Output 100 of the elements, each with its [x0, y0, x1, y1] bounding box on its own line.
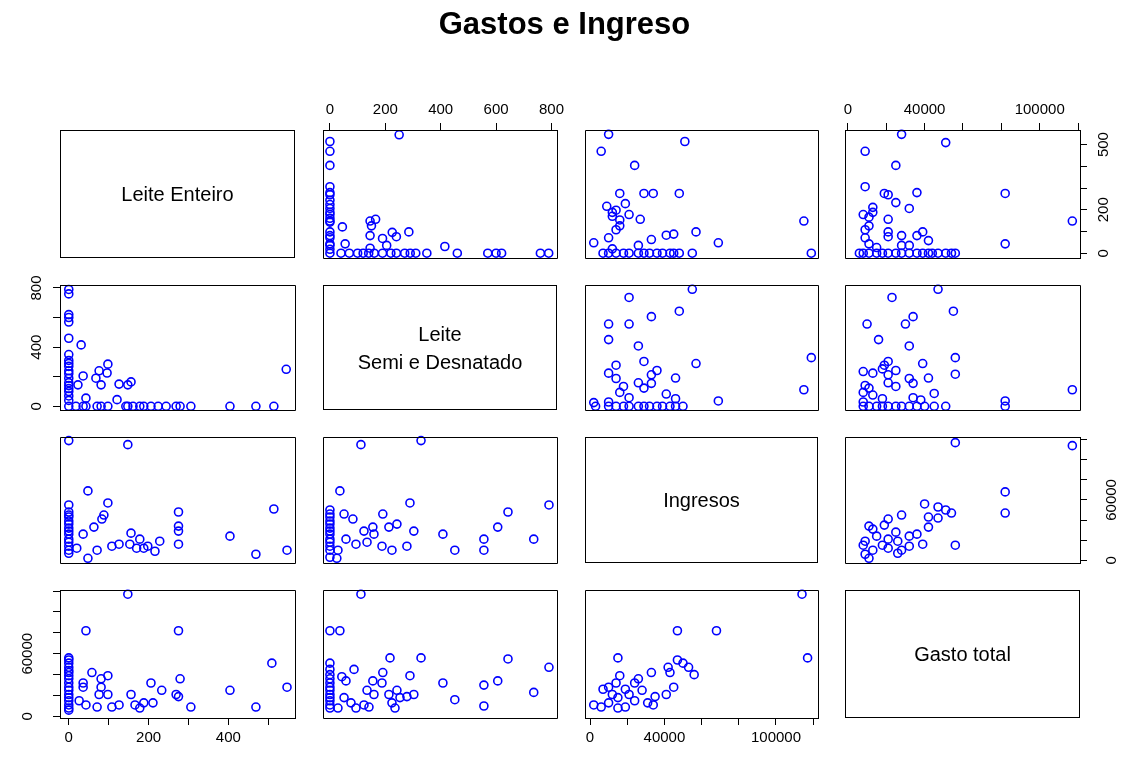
point: [896, 240, 907, 251]
y-tick-label: 500: [1093, 132, 1111, 158]
point: [1067, 216, 1078, 226]
point: [650, 691, 660, 702]
point: [883, 377, 893, 388]
point: [904, 373, 915, 384]
point: [691, 358, 701, 369]
point: [358, 248, 368, 259]
point: [661, 689, 672, 700]
point: [336, 248, 346, 259]
point: [663, 662, 673, 673]
point: [63, 435, 74, 446]
point: [154, 536, 165, 546]
point: [395, 692, 405, 703]
point: [691, 227, 701, 237]
point: [325, 248, 335, 259]
text: Leite Enteiro: [121, 182, 234, 207]
point: [479, 680, 489, 690]
point: [114, 379, 124, 389]
point: [479, 534, 489, 544]
point: [73, 380, 83, 390]
point: [674, 248, 685, 259]
point: [896, 248, 907, 259]
point: [405, 248, 416, 259]
point: [365, 230, 375, 241]
point: [404, 227, 414, 237]
point: [63, 685, 74, 696]
point: [114, 539, 124, 549]
point: [251, 549, 261, 560]
point: [868, 202, 878, 213]
point: [672, 625, 683, 636]
point: [868, 207, 878, 218]
point: [173, 539, 184, 549]
point: [624, 319, 634, 329]
point: [652, 365, 662, 376]
text: Ingresos: [663, 488, 740, 513]
y-tick-label: 0: [26, 402, 44, 411]
point: [948, 306, 959, 316]
point: [387, 545, 397, 556]
point: [877, 393, 888, 404]
point: [390, 703, 400, 713]
point: [603, 334, 614, 345]
point: [668, 248, 679, 259]
point: [624, 209, 634, 220]
point: [78, 678, 88, 688]
point: [883, 534, 893, 544]
point: [370, 214, 381, 225]
point: [282, 682, 292, 692]
point: [668, 682, 679, 692]
point: [946, 508, 957, 518]
point: [912, 230, 922, 241]
point: [364, 702, 374, 712]
point: [332, 553, 342, 564]
point: [63, 289, 74, 299]
point: [225, 685, 235, 696]
point: [325, 669, 335, 680]
point: [661, 389, 672, 399]
point: [479, 701, 489, 711]
point: [618, 381, 629, 392]
point: [74, 695, 84, 706]
point: [588, 397, 599, 408]
point: [333, 545, 343, 556]
point: [325, 682, 335, 692]
point: [63, 682, 74, 692]
point: [341, 676, 351, 686]
point: [349, 664, 359, 675]
point: [601, 201, 612, 212]
point: [130, 700, 140, 710]
point: [452, 248, 463, 259]
point: [871, 531, 882, 541]
point: [366, 221, 377, 231]
point: [81, 393, 91, 403]
point: [81, 625, 91, 636]
point: [97, 514, 107, 524]
point: [126, 528, 136, 538]
point: [387, 227, 398, 238]
x-tick-label: 0: [843, 100, 853, 118]
point: [879, 360, 890, 370]
point: [63, 284, 74, 295]
point: [607, 211, 618, 222]
x-tick-label: 800: [538, 100, 564, 118]
point: [399, 248, 410, 259]
point: [670, 393, 681, 404]
point: [340, 239, 350, 249]
point: [135, 534, 145, 544]
point: [385, 653, 395, 663]
point: [107, 702, 117, 712]
point: [391, 248, 402, 259]
point: [402, 691, 412, 702]
point: [711, 625, 722, 636]
point: [802, 653, 813, 663]
point: [891, 365, 901, 376]
point: [356, 589, 366, 599]
point: [940, 137, 951, 148]
point: [63, 395, 74, 406]
point: [337, 222, 348, 232]
point: [352, 248, 363, 259]
point: [896, 129, 907, 140]
point: [871, 242, 882, 253]
point: [422, 248, 432, 259]
